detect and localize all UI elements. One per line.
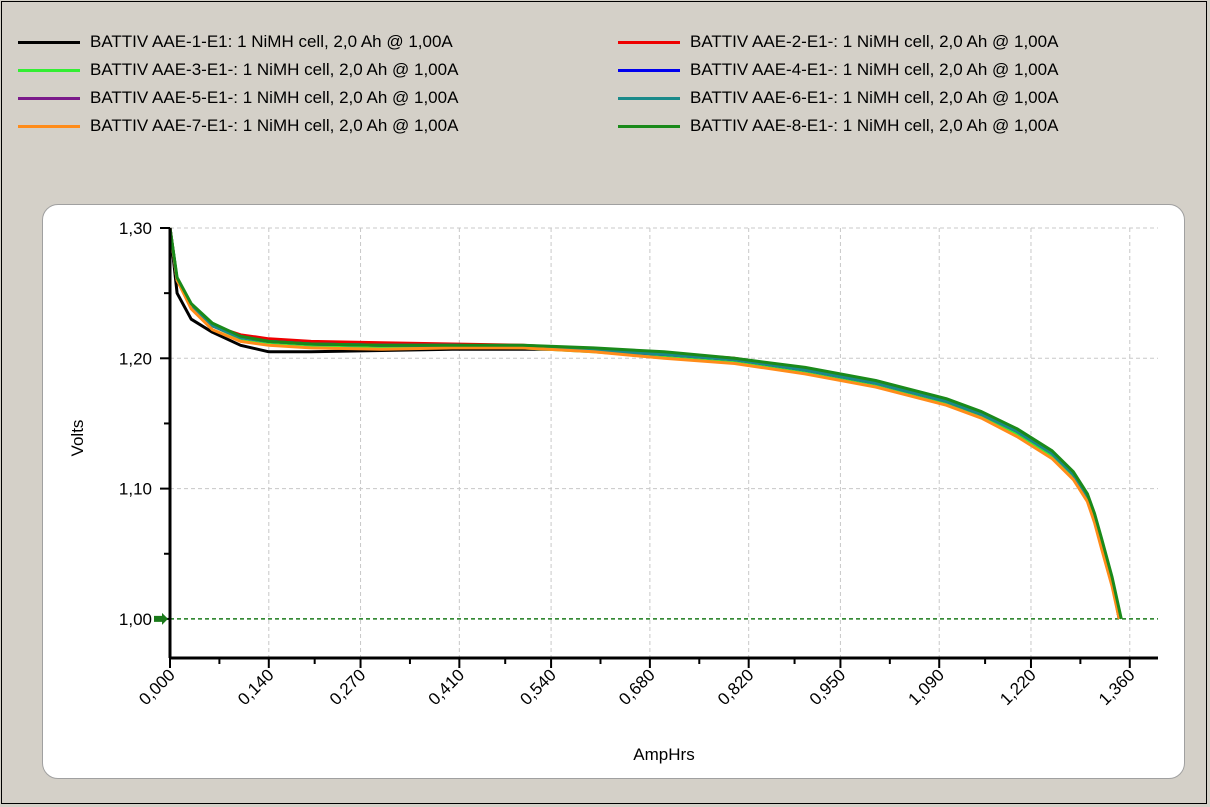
reference-arrow-icon	[154, 612, 168, 625]
x-tick-label: 0,000	[135, 665, 179, 709]
legend: BATTIV AAE-1-E1: 1 NiMH cell, 2,0 Ah @ 1…	[18, 22, 1208, 172]
y-tick-label: 1,30	[119, 219, 152, 238]
y-tick-label: 1,00	[119, 610, 152, 629]
legend-swatch	[618, 124, 680, 128]
legend-label: BATTIV AAE-4-E1-: 1 NiMH cell, 2,0 Ah @ …	[690, 60, 1059, 79]
x-tick-label: 0,140	[234, 665, 278, 709]
series-line	[168, 227, 1121, 620]
x-tick-label: 1,360	[1095, 665, 1139, 709]
series-line	[168, 227, 1121, 620]
series-line	[168, 227, 1121, 620]
x-tick-label: 0,820	[714, 665, 758, 709]
legend-label: BATTIV AAE-7-E1-: 1 NiMH cell, 2,0 Ah @ …	[90, 116, 459, 135]
y-tick-label: 1,20	[119, 349, 152, 368]
legend-swatch	[18, 124, 80, 128]
plot-panel	[42, 204, 1185, 779]
legend-item: BATTIV AAE-3-E1-: 1 NiMH cell, 2,0 Ah @ …	[18, 59, 458, 81]
legend-label: BATTIV AAE-2-E1-: 1 NiMH cell, 2,0 Ah @ …	[690, 32, 1059, 51]
x-tick-label: 0,950	[806, 665, 850, 709]
legend-swatch	[18, 96, 80, 100]
legend-item: BATTIV AAE-8-E1-: 1 NiMH cell, 2,0 Ah @ …	[618, 115, 1058, 137]
x-tick-label: 0,680	[615, 665, 659, 709]
legend-swatch	[618, 68, 680, 72]
legend-swatch	[618, 96, 680, 100]
legend-label: BATTIV AAE-5-E1-: 1 NiMH cell, 2,0 Ah @ …	[90, 88, 459, 107]
legend-swatch	[18, 40, 80, 44]
x-tick-label: 0,270	[326, 665, 370, 709]
legend-label: BATTIV AAE-3-E1-: 1 NiMH cell, 2,0 Ah @ …	[90, 60, 459, 79]
legend-label: BATTIV AAE-8-E1-: 1 NiMH cell, 2,0 Ah @ …	[690, 116, 1059, 135]
y-tick-label: 1,10	[119, 480, 152, 499]
legend-swatch	[18, 68, 80, 72]
x-tick-label: 0,540	[516, 665, 560, 709]
x-tick-label: 0,410	[425, 665, 469, 709]
series-line	[168, 227, 1123, 620]
legend-item: BATTIV AAE-4-E1-: 1 NiMH cell, 2,0 Ah @ …	[618, 59, 1058, 81]
series-line	[168, 227, 1121, 620]
series-line	[168, 227, 1121, 620]
legend-item: BATTIV AAE-1-E1: 1 NiMH cell, 2,0 Ah @ 1…	[18, 31, 453, 53]
x-axis-label: AmpHrs	[633, 745, 694, 764]
legend-item: BATTIV AAE-7-E1-: 1 NiMH cell, 2,0 Ah @ …	[18, 115, 458, 137]
legend-item: BATTIV AAE-5-E1-: 1 NiMH cell, 2,0 Ah @ …	[18, 87, 458, 109]
y-axis-label: Volts	[68, 420, 87, 457]
legend-label: BATTIV AAE-1-E1: 1 NiMH cell, 2,0 Ah @ 1…	[90, 32, 453, 51]
x-tick-label: 1,220	[996, 665, 1040, 709]
series-line	[168, 227, 1121, 620]
legend-swatch	[618, 40, 680, 44]
legend-item: BATTIV AAE-2-E1-: 1 NiMH cell, 2,0 Ah @ …	[618, 31, 1058, 53]
legend-item: BATTIV AAE-6-E1-: 1 NiMH cell, 2,0 Ah @ …	[618, 87, 1058, 109]
legend-label: BATTIV AAE-6-E1-: 1 NiMH cell, 2,0 Ah @ …	[690, 88, 1059, 107]
x-tick-label: 1,090	[905, 665, 949, 709]
